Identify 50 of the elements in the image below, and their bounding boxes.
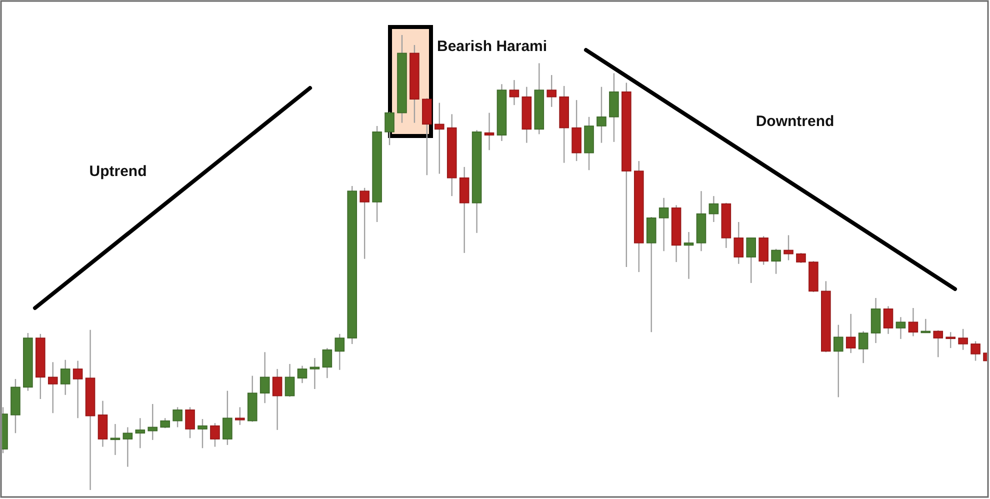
candlestick: [272, 368, 282, 431]
candlestick: [434, 102, 444, 174]
candlestick: [484, 112, 494, 151]
candlestick: [72, 360, 83, 419]
candlestick: [958, 328, 968, 350]
candlestick: [896, 316, 906, 340]
candlestick: [210, 422, 220, 448]
candlestick: [908, 307, 918, 337]
candlestick: [260, 352, 270, 404]
candlestick: [60, 359, 70, 396]
candlestick: [858, 330, 868, 364]
candlestick: [185, 406, 195, 439]
candlestick: [684, 231, 694, 280]
candlestick: [334, 333, 345, 370]
candlestick: [734, 221, 744, 264]
annotation: Uptrend: [89, 163, 147, 180]
candlestick: [946, 332, 956, 349]
candlestick: [222, 390, 232, 446]
candlestick: [658, 197, 669, 252]
candlestick: [708, 195, 719, 223]
candlestick: [933, 330, 944, 358]
candlestick: [796, 252, 806, 264]
candlestick: [883, 306, 894, 335]
candlestick: [784, 234, 794, 261]
candlestick: [122, 426, 133, 468]
candlestick: [198, 418, 208, 449]
candlestick: [970, 340, 980, 362]
candlestick: [284, 363, 295, 398]
candlestick: [235, 406, 245, 426]
candlestick: [758, 236, 768, 266]
candlestick: [746, 237, 756, 284]
annotation: Downtrend: [756, 113, 834, 130]
candlestick: [297, 365, 308, 384]
candlestick: [172, 406, 182, 428]
candlestick: [310, 357, 320, 390]
candlestick: [135, 418, 146, 449]
candlestick: [160, 418, 170, 429]
candlestick: [48, 362, 58, 414]
candlestick: [509, 79, 520, 106]
candlestick: [833, 324, 844, 398]
candlestick: [360, 187, 370, 260]
candlestick: [596, 86, 606, 144]
candlestick: [148, 403, 158, 441]
candlestick: [322, 347, 332, 379]
candlestick: [546, 74, 557, 108]
candlestick: [846, 313, 856, 354]
candlestick: [110, 423, 120, 456]
candlestick: [384, 111, 394, 146]
candlestick: [771, 248, 781, 274]
annotation: Bearish Harami: [437, 38, 548, 55]
